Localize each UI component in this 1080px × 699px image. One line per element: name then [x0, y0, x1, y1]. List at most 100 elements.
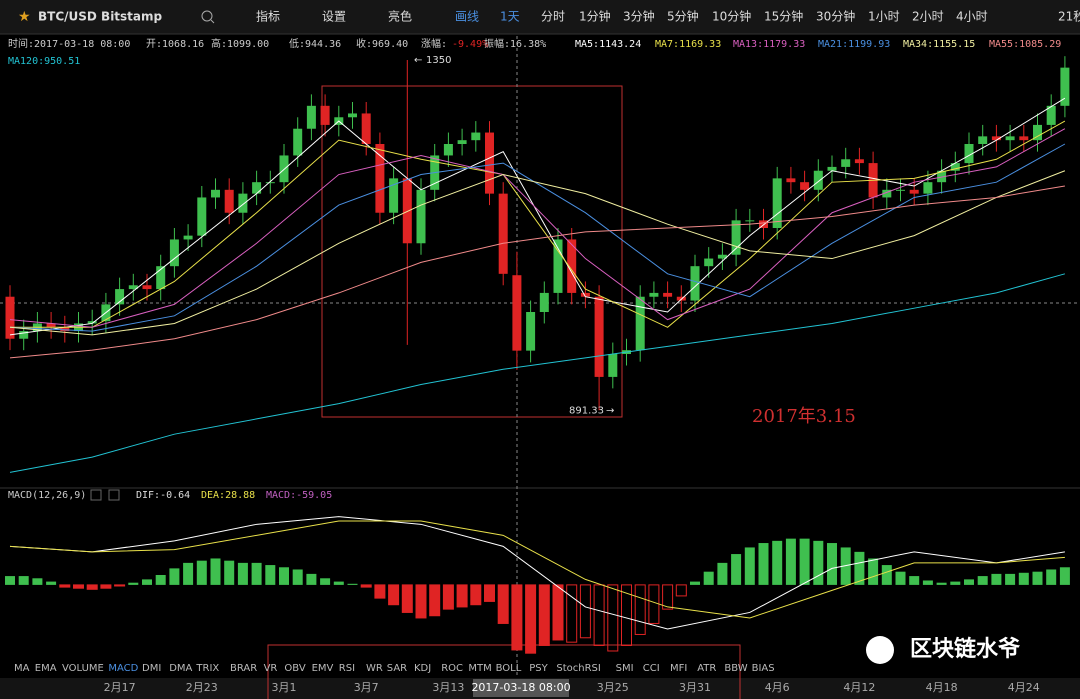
- interval[interactable]: 分时: [541, 10, 565, 24]
- histogram-bar: [717, 562, 728, 585]
- star-icon[interactable]: ★: [18, 9, 31, 25]
- histogram-bar: [128, 582, 139, 585]
- candle-body: [443, 144, 453, 156]
- histogram-bar: [210, 558, 221, 585]
- candle-body: [594, 296, 604, 377]
- candle-body: [211, 189, 220, 198]
- indicator-tab[interactable]: WR: [366, 663, 383, 674]
- interval[interactable]: 5分钟: [667, 9, 699, 24]
- histogram-bar: [566, 584, 578, 643]
- toolbar-button[interactable]: 画线: [455, 10, 479, 24]
- interval[interactable]: 2小时: [912, 10, 944, 24]
- indicator-tab[interactable]: TRIX: [195, 663, 219, 674]
- histogram-bar: [155, 574, 166, 585]
- interval[interactable]: 1分钟: [579, 9, 611, 24]
- histogram-bar: [936, 582, 947, 585]
- indicator-tab[interactable]: MTM: [468, 663, 491, 674]
- search-icon[interactable]: [201, 10, 213, 22]
- toolbar-button[interactable]: 指标: [256, 9, 280, 24]
- candle-body: [717, 254, 727, 259]
- indicator-tab[interactable]: MACD: [108, 663, 138, 674]
- toolbar-button[interactable]: 亮色: [388, 9, 412, 24]
- indicator-tab[interactable]: ATR: [697, 663, 716, 674]
- indicator-tab[interactable]: BRAR: [230, 663, 257, 674]
- interval[interactable]: 1天: [500, 10, 520, 24]
- interval[interactable]: 21秒: [1058, 10, 1080, 24]
- info-high: 高:1099.00: [211, 37, 269, 50]
- histogram-bar: [46, 581, 57, 585]
- histogram-bar: [32, 578, 43, 585]
- indicator-tab[interactable]: StochRSI: [556, 663, 600, 674]
- candle-body: [361, 113, 371, 144]
- interval[interactable]: 3分钟: [623, 9, 655, 24]
- settings-icon[interactable]: [90, 489, 102, 501]
- symbol[interactable]: BTC/USD Bitstamp: [38, 10, 163, 24]
- legend-entry: MA120:950.51: [8, 56, 80, 67]
- indicator-tab[interactable]: KDJ: [414, 663, 431, 674]
- indicator-tab[interactable]: PSY: [529, 663, 548, 674]
- interval[interactable]: 30分钟: [816, 9, 855, 24]
- histogram-bar: [484, 584, 495, 602]
- macd-title: MACD(12,26,9): [8, 490, 86, 501]
- candle-body: [128, 285, 138, 290]
- histogram-bar: [909, 576, 920, 585]
- histogram-bar: [950, 581, 961, 585]
- legend-entry: MA34:1155.15: [903, 39, 975, 50]
- toolbar: [0, 0, 1080, 34]
- search-icon[interactable]: [210, 19, 215, 24]
- interval[interactable]: 1小时: [868, 10, 900, 24]
- histogram-bar: [840, 547, 851, 585]
- indicator-tab[interactable]: OBV: [284, 663, 305, 674]
- indicator-tab[interactable]: ROC: [441, 663, 463, 674]
- candle-body: [882, 189, 892, 198]
- candle-body: [252, 182, 262, 194]
- indicator-tab[interactable]: VOLUME: [62, 663, 104, 674]
- histogram-bar: [497, 584, 509, 624]
- histogram-bar: [388, 584, 400, 606]
- close-icon[interactable]: [108, 489, 120, 501]
- candle-body: [991, 136, 1001, 141]
- interval[interactable]: 15分钟: [764, 9, 803, 24]
- toolbar-button[interactable]: 设置: [322, 10, 346, 24]
- indicator-tab[interactable]: SMI: [616, 663, 634, 674]
- indicator-tab[interactable]: EMV: [312, 663, 334, 674]
- histogram-bar: [525, 584, 537, 654]
- indicator-tab[interactable]: BIAS: [752, 663, 775, 674]
- candle-body: [950, 163, 960, 171]
- indicator-tab[interactable]: SAR: [387, 663, 407, 674]
- histogram-bar: [1046, 569, 1057, 585]
- candle-body: [539, 292, 549, 312]
- annotation-box: [267, 644, 741, 699]
- indicator-tab[interactable]: CCI: [643, 663, 660, 674]
- candle-body: [827, 166, 837, 171]
- candle-body: [197, 197, 207, 236]
- indicator-tab[interactable]: BBW: [724, 663, 747, 674]
- indicator-tab[interactable]: BOLL: [496, 663, 522, 674]
- candle-body: [265, 182, 275, 184]
- candle-body: [320, 105, 330, 125]
- indicator-tab[interactable]: MA: [14, 663, 30, 674]
- histogram-bar: [813, 540, 824, 585]
- candle-body: [498, 193, 508, 274]
- histogram-bar: [881, 565, 892, 585]
- indicator-tab[interactable]: DMI: [142, 663, 161, 674]
- histogram-bar: [265, 565, 276, 585]
- histogram-bar: [731, 554, 742, 585]
- histogram-bar: [675, 584, 687, 597]
- info-change: -9.49%: [452, 39, 488, 50]
- indicator-tab[interactable]: EMA: [35, 663, 57, 674]
- histogram-bar: [86, 584, 98, 590]
- histogram-bar: [73, 584, 84, 589]
- candle-body: [1005, 136, 1015, 141]
- macd-line: [9, 516, 1065, 630]
- info-time: 时间:2017-03-18 08:00: [8, 37, 130, 50]
- indicator-tab[interactable]: VR: [264, 663, 278, 674]
- indicator-tab[interactable]: RSI: [339, 663, 355, 674]
- indicator-tab[interactable]: DMA: [169, 663, 192, 674]
- candle-body: [485, 132, 494, 194]
- interval[interactable]: 10分钟: [712, 9, 751, 24]
- candle-body: [649, 292, 659, 297]
- interval[interactable]: 4小时: [956, 10, 988, 24]
- candle-body: [402, 178, 412, 244]
- indicator-tab[interactable]: MFI: [670, 663, 687, 674]
